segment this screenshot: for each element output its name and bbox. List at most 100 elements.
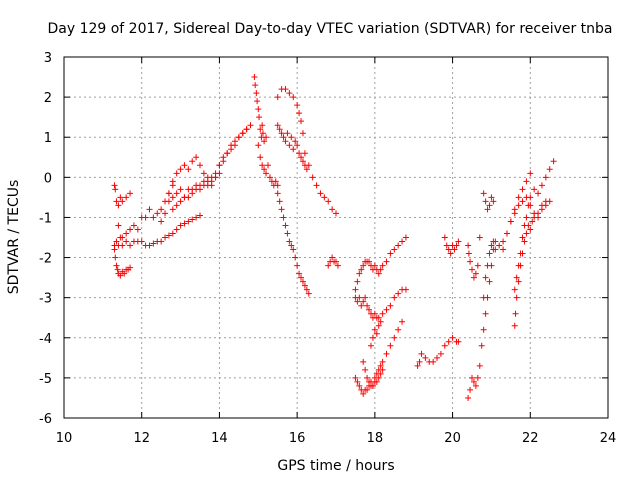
data-point <box>173 226 180 233</box>
data-point <box>299 130 306 137</box>
data-point <box>356 382 363 389</box>
data-point <box>354 298 361 305</box>
data-point <box>486 202 493 209</box>
data-point <box>367 342 374 349</box>
data-point <box>395 326 402 333</box>
data-point <box>278 130 285 137</box>
data-point <box>371 326 378 333</box>
data-point <box>362 294 369 301</box>
data-point <box>208 178 215 185</box>
data-point <box>383 306 390 313</box>
data-point <box>383 350 390 357</box>
data-point <box>158 238 165 245</box>
data-point <box>521 238 528 245</box>
data-point <box>255 142 262 149</box>
data-point <box>484 262 491 269</box>
data-point <box>467 386 474 393</box>
data-point <box>253 90 260 97</box>
data-point <box>278 206 285 213</box>
data-point <box>375 270 382 277</box>
data-point <box>362 366 369 373</box>
data-point <box>455 238 462 245</box>
data-point <box>173 170 180 177</box>
data-point <box>482 274 489 281</box>
data-point <box>352 286 359 293</box>
series-arc9 <box>255 142 281 189</box>
data-point <box>231 142 238 149</box>
data-point <box>146 242 153 249</box>
x-tick-label: 12 <box>133 431 150 446</box>
data-point <box>358 302 365 309</box>
grid-lines <box>64 57 608 418</box>
data-point <box>123 194 130 201</box>
series-arc10 <box>274 190 312 297</box>
data-point <box>360 358 367 365</box>
x-axis-label: GPS time / hours <box>277 458 394 474</box>
data-point <box>416 358 423 365</box>
data-point <box>247 122 254 129</box>
data-point <box>465 242 472 249</box>
series-arc27 <box>511 194 534 293</box>
data-point <box>259 130 266 137</box>
data-point <box>303 166 310 173</box>
data-point <box>511 210 518 217</box>
series-arc21 <box>465 234 483 281</box>
data-point <box>383 258 390 265</box>
data-point <box>305 290 312 297</box>
data-point <box>482 198 489 205</box>
data-point <box>146 206 153 213</box>
data-point <box>177 186 184 193</box>
data-point <box>527 226 534 233</box>
data-point <box>272 178 279 185</box>
data-point <box>165 232 172 239</box>
data-point <box>290 94 297 101</box>
data-point <box>158 206 165 213</box>
data-point <box>130 222 137 229</box>
data-point <box>290 246 297 253</box>
data-point <box>535 190 542 197</box>
data-point <box>486 250 493 257</box>
data-point <box>480 326 487 333</box>
data-point <box>387 250 394 257</box>
x-tick-label: 18 <box>367 431 384 446</box>
data-point <box>418 350 425 357</box>
data-point <box>301 162 308 169</box>
data-point <box>364 302 371 309</box>
plot-frame <box>63 56 609 419</box>
data-point <box>113 238 120 245</box>
data-point <box>212 174 219 181</box>
data-point <box>395 242 402 249</box>
data-point <box>286 142 293 149</box>
series-arc11 <box>274 86 339 217</box>
data-point <box>467 258 474 265</box>
data-point <box>121 270 128 277</box>
data-point <box>364 386 371 393</box>
data-point <box>451 246 458 253</box>
data-point <box>333 210 339 217</box>
data-point <box>529 218 536 225</box>
data-point <box>515 202 522 209</box>
y-tick-label: 0 <box>44 171 52 186</box>
data-point <box>369 334 376 341</box>
data-point <box>474 374 481 381</box>
data-point <box>294 102 301 109</box>
y-tick-label: -5 <box>39 372 52 387</box>
data-point <box>542 198 549 205</box>
data-point <box>443 242 450 249</box>
data-point <box>476 362 483 369</box>
data-point <box>193 154 200 161</box>
data-point <box>453 242 460 249</box>
data-point <box>527 194 534 201</box>
data-point <box>134 226 141 233</box>
data-point <box>490 238 497 245</box>
data-point <box>527 170 534 177</box>
y-tick-labels: 3 2 1 0 -1 -2 -3 -4 -5 -6 <box>39 51 52 427</box>
data-point <box>274 182 281 189</box>
x-tick-label: 24 <box>600 431 617 446</box>
data-point <box>519 234 526 241</box>
data-point <box>150 240 157 247</box>
data-point <box>500 238 507 245</box>
data-point <box>276 198 283 205</box>
data-point <box>169 194 176 201</box>
y-tick-label: -6 <box>39 412 52 427</box>
